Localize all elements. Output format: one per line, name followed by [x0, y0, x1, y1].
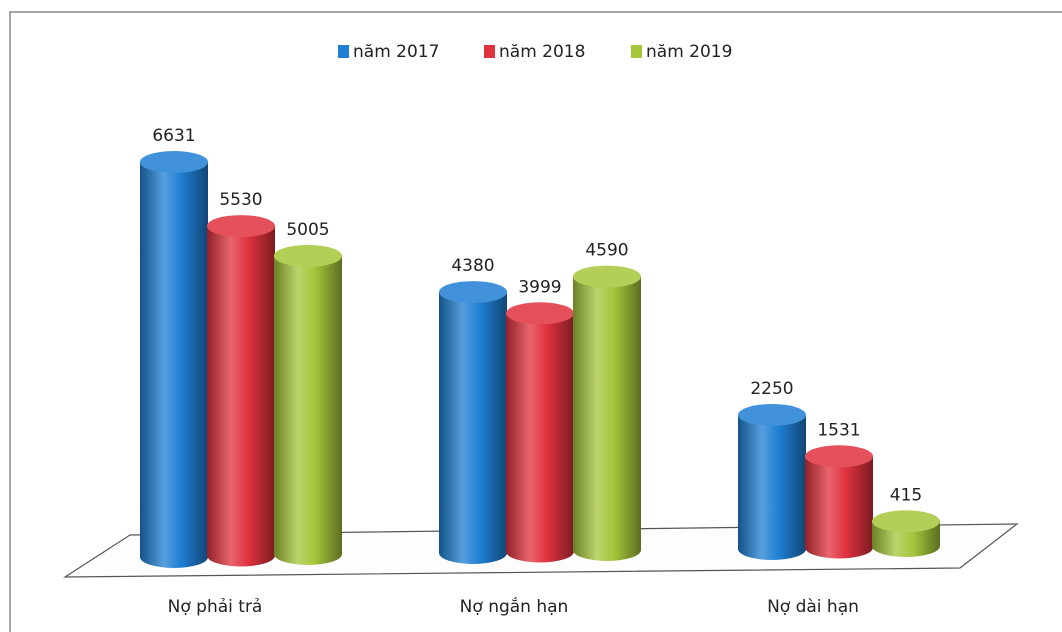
data-label: 415 [890, 485, 922, 505]
legend-swatch [631, 45, 642, 58]
x-tick-label: Nợ dài hạn [767, 597, 859, 617]
legend-label: năm 2018 [499, 42, 585, 62]
bar [140, 162, 208, 568]
bar-cap [738, 403, 806, 426]
bar-cap [439, 281, 507, 304]
x-tick-label: Nợ ngắn hạn [460, 596, 569, 617]
data-label: 6631 [152, 126, 195, 146]
x-tick-label: Nợ phải trả [168, 597, 263, 617]
bar-cap [207, 215, 275, 238]
data-label: 5530 [219, 190, 262, 210]
data-label: 3999 [518, 277, 561, 297]
bar-cap [573, 265, 641, 288]
legend-swatch [338, 45, 349, 58]
chart-frame [9, 11, 1062, 632]
data-label: 1531 [817, 420, 860, 440]
bar [207, 226, 275, 567]
legend-swatch [484, 45, 495, 58]
bar-cap [805, 445, 873, 468]
legend-label: năm 2019 [646, 42, 732, 62]
bar [439, 292, 507, 564]
bar-cap [274, 244, 342, 267]
legend-label: năm 2017 [353, 42, 439, 62]
bar [274, 255, 342, 565]
bar [738, 414, 806, 560]
bar-cap [140, 151, 208, 173]
bar-cap [872, 510, 940, 533]
data-label: 5005 [286, 220, 329, 240]
bar [573, 276, 641, 561]
bar [805, 456, 873, 559]
data-label: 4590 [585, 241, 628, 261]
bar-cap [506, 302, 574, 325]
data-label: 4380 [451, 256, 494, 276]
bar [506, 313, 574, 563]
data-label: 2250 [750, 379, 793, 399]
